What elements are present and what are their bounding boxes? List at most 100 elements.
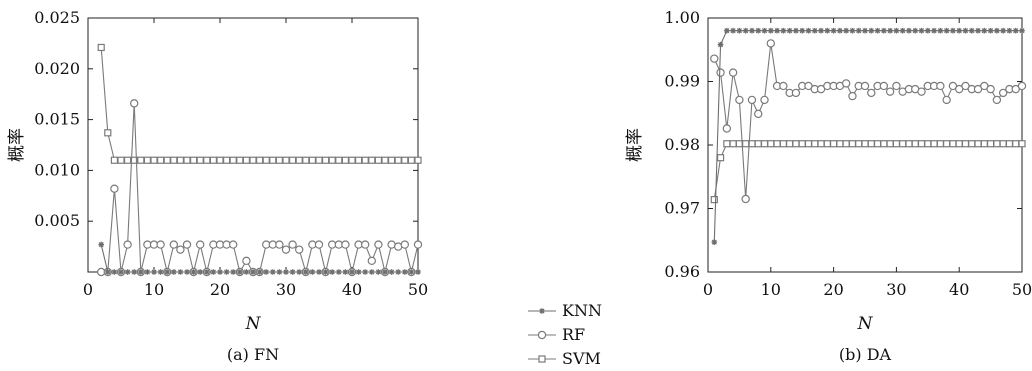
fn-knn-point — [388, 269, 395, 275]
da-svm-point — [861, 140, 869, 148]
da-rf-point — [766, 39, 776, 48]
da-svm-point — [811, 140, 819, 148]
fn-x-tick-label: 40 — [342, 280, 362, 299]
da-svm-point — [1012, 140, 1020, 148]
fn-rf-point — [314, 240, 324, 249]
fn-rf-point — [129, 99, 139, 108]
fn-y-tick-label: 0.025 — [34, 8, 80, 27]
fn-series-knn — [98, 241, 421, 275]
fn-svm-point — [289, 156, 297, 164]
da-y-tick-label: 0.96 — [664, 262, 700, 281]
da-svm-point — [930, 140, 938, 148]
fn-knn-point — [118, 269, 124, 275]
fn-knn-point — [131, 269, 137, 275]
da-knn-point — [893, 27, 900, 34]
fn-svm-point — [176, 156, 184, 164]
da-rf-point — [942, 95, 951, 105]
fn-svm-point — [196, 156, 204, 164]
da-y-tick-label: 0.98 — [664, 135, 700, 154]
fn-y-axis-label: 概率 — [7, 128, 27, 162]
fn-rf-point — [288, 240, 297, 249]
fn-knn-point — [276, 269, 283, 275]
da-knn-point — [774, 27, 780, 34]
fn-rf-point — [242, 256, 251, 266]
fn-svm-point — [355, 156, 363, 164]
fn-knn-point — [303, 269, 309, 275]
fn-rf-point — [413, 240, 423, 249]
da-svm-point — [974, 140, 982, 148]
da-rf-point — [879, 81, 889, 91]
fn-x-axis-label: N — [245, 314, 262, 334]
fn-rf-point — [228, 240, 238, 249]
legend: KNN RF SVM — [528, 301, 602, 368]
da-knn-point — [793, 27, 799, 34]
fn-rf-point — [367, 256, 376, 266]
da-rf-point — [841, 79, 851, 88]
fn-knn-point — [223, 269, 230, 275]
da-svm-point — [955, 140, 963, 148]
da-knn-point — [981, 27, 988, 34]
fn-knn-point — [256, 269, 263, 275]
da-x-axis-label: N — [857, 314, 874, 334]
fn-rf-point — [361, 240, 370, 249]
fn-knn-point — [197, 269, 203, 275]
fn-knn-point — [375, 269, 382, 275]
fn-rf-point — [374, 240, 383, 249]
fn-plot-frame — [87, 17, 419, 273]
fn-knn-point — [395, 269, 401, 275]
da-x-tick-label: 30 — [886, 280, 906, 299]
fn-series-svm — [97, 43, 422, 164]
da-knn-point — [881, 27, 887, 34]
fn-knn-point — [283, 269, 289, 275]
da-knn-point — [906, 27, 912, 34]
da-knn-point — [768, 27, 774, 34]
da-svm-point — [836, 140, 844, 148]
da-knn-point — [1012, 27, 1019, 34]
legend-marker-knn — [539, 308, 545, 314]
da-knn-point — [755, 27, 762, 34]
da-knn-point — [730, 27, 736, 34]
fn-knn-point — [382, 269, 388, 275]
fn-knn-point — [329, 269, 335, 275]
da-svm-point — [710, 196, 718, 204]
fn-knn-point — [124, 269, 131, 275]
da-svm-point — [917, 140, 926, 148]
fn-svm-point — [295, 156, 303, 164]
da-svm-point — [943, 140, 951, 148]
fn-knn-point — [316, 269, 322, 275]
da-knn-point — [799, 27, 805, 34]
fn-svm-point — [328, 156, 336, 164]
fn-svm-point — [209, 156, 217, 164]
da-knn-point — [780, 27, 787, 34]
da-svm-point — [817, 140, 825, 148]
da-svm-point — [949, 140, 957, 148]
fn-svm-point — [308, 156, 316, 164]
fn-knn-point — [349, 269, 355, 275]
da-knn-point — [1006, 27, 1013, 34]
fn-svm-point — [110, 156, 119, 164]
da-svm-point — [961, 140, 970, 148]
fn-x-tick-label: 50 — [408, 280, 428, 299]
fn-rf-point — [400, 240, 409, 249]
fn-knn-point — [342, 269, 349, 275]
da-svm-point — [924, 140, 932, 148]
da-svm-point — [786, 140, 794, 148]
legend-marker-rf — [537, 330, 547, 340]
fn-svm-point — [242, 156, 250, 164]
fn-svm-point — [401, 156, 409, 164]
da-svm-point — [716, 154, 725, 162]
fn-svm-point — [123, 156, 132, 164]
fn-rf-point — [123, 240, 132, 249]
fn-svm-point — [322, 156, 330, 164]
da-caption: (b) DA — [839, 345, 892, 364]
fn-y-tick-label: 0.010 — [34, 160, 80, 179]
fn-svm-point — [229, 156, 237, 164]
da-rf-point — [998, 88, 1008, 98]
da-svm-point — [792, 140, 800, 148]
da-knn-point — [849, 27, 856, 34]
fn-knn-point — [230, 269, 236, 275]
fn-svm-point — [381, 156, 389, 164]
fn-knn-point — [263, 269, 269, 275]
da-svm-point — [855, 140, 863, 148]
legend-label-knn: KNN — [562, 301, 602, 320]
